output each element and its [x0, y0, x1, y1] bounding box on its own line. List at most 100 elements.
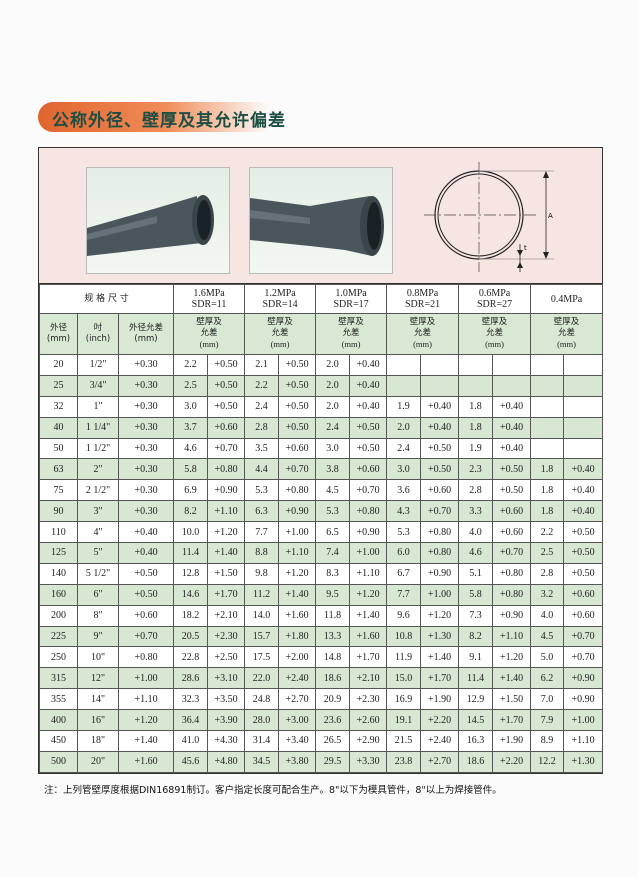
table-cell: 17.5: [244, 646, 280, 669]
table-cell: [458, 354, 494, 376]
table-cell: 15.0: [386, 667, 422, 690]
wall-thickness-header: 壁厚及 允差 (mm): [315, 313, 388, 355]
table-cell: 225: [39, 625, 78, 648]
table-cell: 1.8: [530, 458, 565, 481]
table-cell: [563, 354, 604, 376]
table-cell: +0.60: [349, 458, 388, 481]
table-cell: +4.80: [207, 750, 246, 773]
table-cell: +0.30: [117, 416, 175, 439]
table-cell: +2.00: [278, 646, 317, 669]
table-cell: +1.40: [117, 730, 175, 752]
table-cell: 28.6: [173, 667, 209, 690]
table-cell: +1.30: [563, 750, 604, 773]
table-cell: 75: [39, 479, 78, 502]
table-cell: 5.8: [458, 583, 494, 606]
table-cell: 31.4: [244, 730, 280, 752]
table-row: 315 12" +1.00 28.6 +3.10 22.0 +2.40 18.6 +2.10 15…: [39, 667, 604, 690]
table-cell: 2.3: [458, 458, 494, 481]
table-cell: +4.30: [207, 730, 246, 752]
table-cell: 50: [39, 437, 78, 460]
table-cell: +0.30: [117, 479, 175, 502]
table-cell: 8.3: [315, 562, 351, 585]
table-cell: +0.70: [420, 500, 460, 523]
table-cell: +1.10: [492, 625, 532, 648]
table-cell: 2.4: [386, 437, 422, 460]
table-cell: 13.3: [315, 625, 351, 648]
table-cell: +1.50: [207, 562, 246, 585]
table-cell: +0.60: [207, 416, 246, 439]
table-cell: 12.2: [530, 750, 565, 773]
table-cell: +0.80: [207, 458, 246, 481]
table-cell: +1.70: [492, 709, 532, 732]
table-cell: +0.60: [492, 521, 532, 544]
table-cell: 500: [39, 750, 78, 773]
table-cell: +1.50: [492, 688, 532, 711]
table-cell: +1.40: [420, 646, 460, 669]
table-cell: 41.0: [173, 730, 209, 752]
table-cell: +1.70: [207, 583, 246, 606]
table-cell: +0.80: [420, 542, 460, 564]
table-cell: +0.40: [117, 542, 175, 564]
table-cell: 2.2: [530, 521, 565, 544]
diameter-label: A: [548, 212, 553, 220]
table-cell: +0.50: [349, 437, 388, 460]
wall-thickness-header: 壁厚及 允差 (mm): [530, 313, 604, 355]
table-cell: 8.2: [173, 500, 209, 523]
table-cell: 15.7: [244, 625, 280, 648]
table-cell: +2.90: [349, 730, 388, 752]
table-cell: 9.8: [244, 562, 280, 585]
table-cell: +1.00: [117, 667, 175, 690]
table-cell: 3.3: [458, 500, 494, 523]
table-cell: +1.40: [207, 542, 246, 564]
table-cell: +0.90: [207, 479, 246, 502]
table-cell: +0.60: [563, 583, 604, 606]
table-cell: +0.70: [207, 437, 246, 460]
table-cell: [563, 437, 604, 460]
table-cell: [386, 374, 422, 397]
table-cell: +2.10: [349, 667, 388, 690]
table-cell: 18.6: [458, 750, 494, 773]
table-cell: +0.80: [492, 583, 532, 606]
table-cell: +1.60: [117, 750, 175, 773]
table-cell: +1.70: [349, 646, 388, 669]
table-cell: 2.8: [530, 562, 565, 585]
table-cell: 160: [39, 583, 78, 606]
table-row: 500 20" +1.60 45.6 +4.80 34.5 +3.80 29.5 +3.30 23…: [39, 750, 604, 773]
table-cell: 28.0: [244, 709, 280, 732]
table-cell: +2.70: [420, 750, 460, 773]
table-cell: +0.70: [349, 479, 388, 502]
table-cell: 3/4": [77, 374, 119, 397]
table-cell: 2": [77, 458, 119, 481]
table-cell: 11.4: [173, 542, 209, 564]
table-cell: 1.8: [458, 395, 494, 418]
table-cell: +0.80: [278, 479, 317, 502]
table-cell: 14": [77, 688, 119, 711]
table-cell: 14.5: [458, 709, 494, 732]
table-cell: 2.5: [530, 542, 565, 564]
table-cell: +1.10: [563, 730, 604, 752]
table-cell: 6.3: [244, 500, 280, 523]
table-cell: [563, 395, 604, 418]
table-cell: +0.30: [117, 437, 175, 460]
table-cell: 4.3: [386, 500, 422, 523]
table-cell: 2.0: [386, 416, 422, 439]
table-cell: 12.9: [458, 688, 494, 711]
table-cell: 5.8: [173, 458, 209, 481]
table-cell: +0.60: [563, 604, 604, 627]
table-cell: +3.00: [278, 709, 317, 732]
table-cell: 6.0: [386, 542, 422, 564]
table-cell: 2.1: [244, 354, 280, 376]
table-cell: 10": [77, 646, 119, 669]
title-band: [38, 102, 268, 132]
table-cell: 2.2: [173, 354, 209, 376]
table-cell: +0.70: [492, 542, 532, 564]
table-cell: +1.20: [278, 562, 317, 585]
table-cell: +3.90: [207, 709, 246, 732]
table-cell: 2 1/2": [77, 479, 119, 502]
table-cell: [530, 374, 565, 397]
table-cell: 2.4: [244, 395, 280, 418]
table-cell: +1.90: [492, 730, 532, 752]
table-cell: 8": [77, 604, 119, 627]
table-cell: +0.50: [117, 583, 175, 606]
table-cell: +0.40: [349, 354, 388, 376]
